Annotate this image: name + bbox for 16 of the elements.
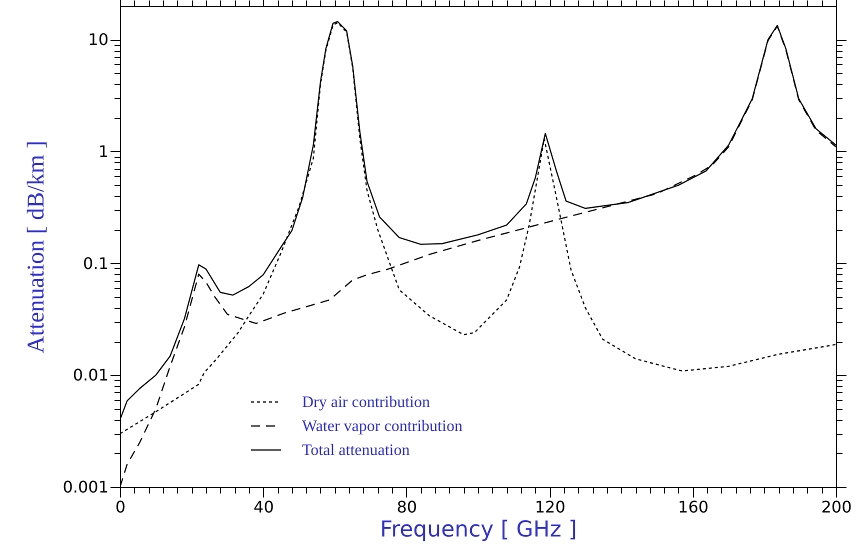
- x-tick-label: 200: [821, 498, 852, 516]
- y-tick-label: 10: [88, 30, 108, 50]
- y-tick-label: 0.1: [83, 254, 108, 273]
- legend-label: Water vapor contribution: [302, 418, 462, 435]
- x-tick-label: 0: [115, 498, 126, 516]
- x-tick-label: 80: [396, 498, 418, 516]
- legend-label: Total attenuation: [302, 442, 410, 459]
- y-tick-label: 0.001: [62, 478, 108, 496]
- y-tick-label: 0.01: [72, 366, 108, 385]
- legend-label: Dry air contribution: [302, 394, 430, 411]
- x-tick-label: 160: [678, 498, 709, 516]
- x-axis-title: Frequency [ GHz ]: [380, 518, 577, 542]
- x-tick-label: 120: [534, 498, 566, 516]
- y-axis-title: Attenuation [ dB/km ]: [24, 140, 50, 354]
- y-tick-label: 1: [98, 142, 108, 161]
- x-tick-label: 40: [254, 498, 274, 516]
